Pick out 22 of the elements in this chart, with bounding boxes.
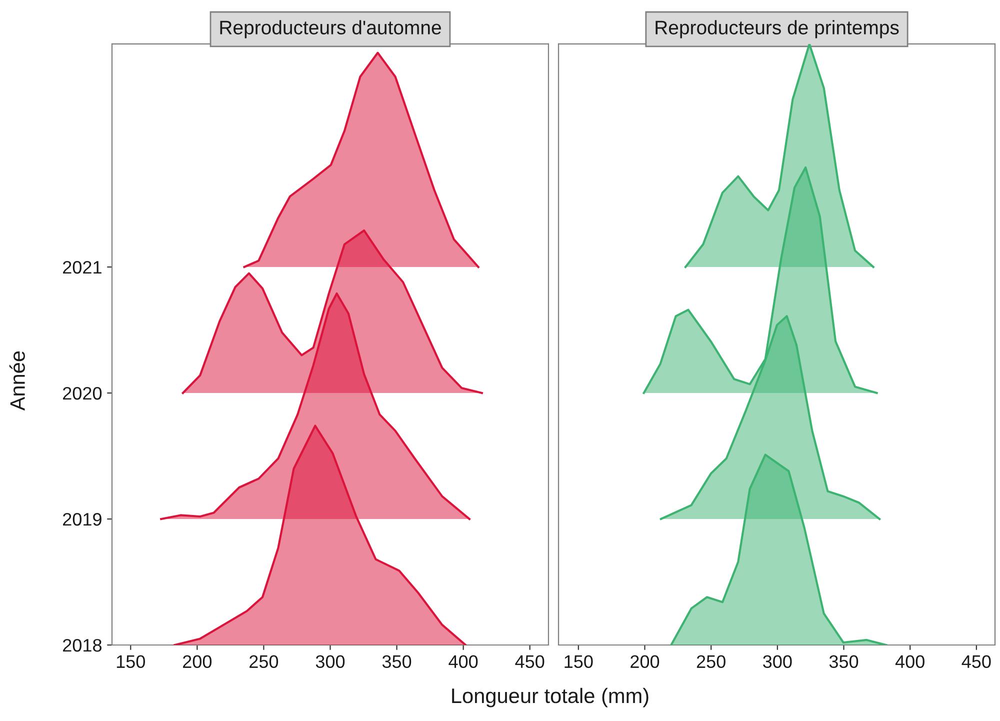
y-axis-title: Année — [9, 351, 25, 411]
x-tick-label: 350 — [829, 655, 858, 668]
x-tick-label: 450 — [962, 655, 991, 668]
x-tick-label: 200 — [630, 655, 660, 668]
x-tick-label: 150 — [564, 655, 593, 668]
chart-title: Reproducteurs d'automne — [220, 20, 441, 38]
x-tick-label: 350 — [382, 655, 412, 668]
y-tick-label: 2020 — [63, 386, 102, 400]
x-tick-label: 200 — [183, 655, 212, 668]
x-tick-label: 400 — [448, 655, 478, 668]
y-tick-label: 2019 — [63, 512, 102, 526]
x-tick-label: 400 — [895, 655, 924, 668]
x-tick-label: 300 — [763, 655, 792, 668]
x-tick-label: 150 — [116, 655, 145, 668]
y-tick-label: 2021 — [63, 260, 102, 274]
x-axis-title: Longueur totale (mm) — [452, 688, 648, 708]
x-tick-label: 450 — [515, 655, 544, 668]
x-tick-label: 250 — [696, 655, 726, 668]
x-tick-label: 250 — [250, 655, 278, 668]
x-tick-label: 300 — [316, 655, 345, 668]
y-tick-label: 2018 — [63, 638, 102, 652]
chart-title: Reproducteurs de printemps — [656, 20, 899, 38]
